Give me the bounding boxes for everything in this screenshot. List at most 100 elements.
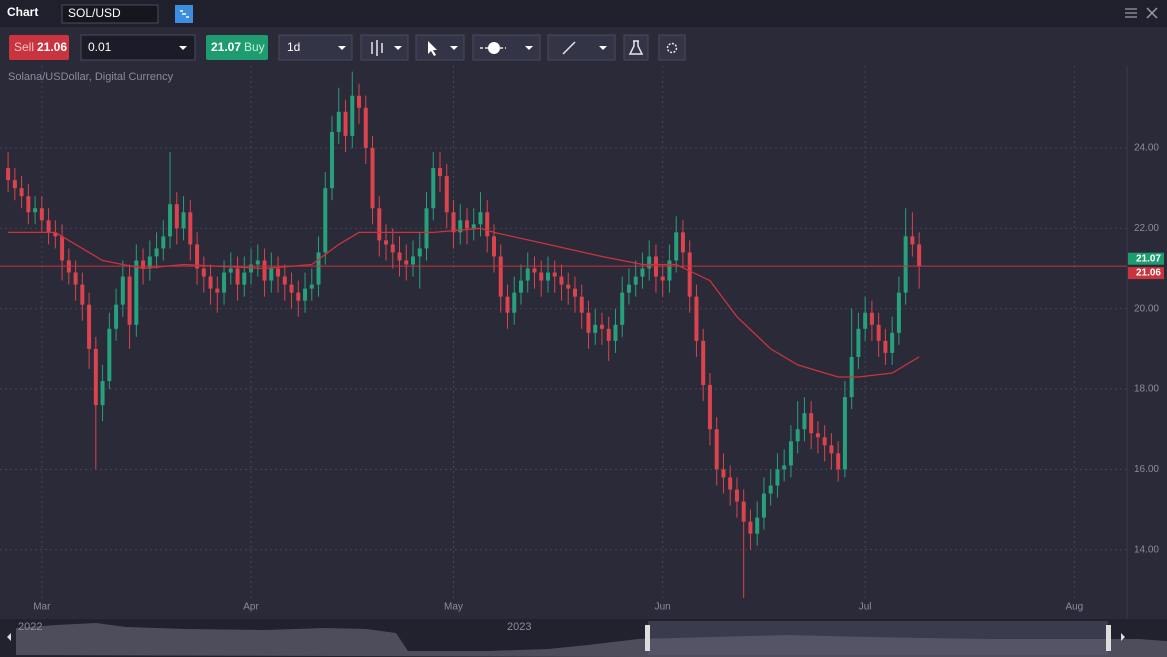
candle-body [249, 264, 254, 273]
buy-price: 21.07 [211, 40, 241, 54]
scroll-left[interactable] [7, 633, 11, 641]
dropdown-arrow [338, 46, 346, 50]
candle-body [518, 280, 523, 293]
candle-body [363, 107, 368, 148]
dropdown-arrow [450, 46, 458, 50]
candle-body [127, 276, 132, 325]
chart-type-button[interactable] [360, 34, 409, 61]
candle-body [566, 284, 571, 289]
candle-body [876, 324, 881, 341]
candle-body [572, 288, 577, 297]
candle-body [390, 244, 395, 253]
timeframe: 1d [287, 40, 300, 54]
buy-button[interactable] [206, 35, 268, 60]
moving-average [8, 227, 920, 378]
candle-body [282, 276, 287, 285]
candle-body [255, 260, 260, 265]
candle-icon [371, 40, 383, 56]
y-tick-label: 20.00 [1134, 303, 1159, 314]
candle-body [458, 220, 463, 233]
candle-body [417, 248, 422, 257]
candle-body [87, 304, 92, 349]
candle-body [19, 188, 24, 197]
price-tag-label: 21.06 [1136, 268, 1161, 279]
candle-body [208, 276, 213, 289]
candle-body [539, 272, 544, 281]
candle-body [680, 232, 685, 253]
candle-body [242, 272, 247, 285]
candle-body [869, 312, 874, 325]
candle-body [370, 147, 375, 209]
candle-body [26, 196, 31, 213]
close-button[interactable] [1146, 7, 1158, 19]
candle-body [815, 433, 820, 438]
candle-body [633, 276, 638, 285]
candle-body [141, 260, 146, 269]
candle-body [606, 328, 611, 341]
candle-body [707, 385, 712, 430]
candle-body [53, 232, 58, 237]
scroll-right[interactable] [1121, 633, 1125, 641]
candle-body [667, 260, 672, 281]
candle-body [228, 268, 233, 273]
menu-button[interactable] [1125, 8, 1137, 18]
candle-body [107, 328, 112, 382]
candle-body [431, 168, 436, 209]
candle-body [336, 111, 341, 132]
candle-body [545, 272, 550, 281]
indicators-button[interactable] [623, 34, 649, 61]
candle-body [134, 260, 139, 325]
sell-button[interactable] [9, 35, 69, 60]
cursor-icon [428, 41, 437, 56]
candle-body [114, 304, 119, 329]
candle-body [896, 292, 901, 333]
quantity: 0.01 [88, 40, 112, 54]
settings-button[interactable] [658, 34, 686, 61]
cursor-button[interactable] [415, 34, 465, 61]
flask-icon [628, 40, 644, 55]
candle-body [451, 212, 456, 233]
candle-body [674, 232, 679, 261]
window-title: Chart [7, 5, 38, 19]
candle-body [903, 236, 908, 293]
candle-body [215, 288, 220, 293]
candle-body [80, 284, 85, 305]
candle-body [525, 268, 530, 281]
dropdown-arrow [599, 46, 607, 50]
candle-body [917, 244, 922, 267]
x-tick-label: Aug [1065, 602, 1083, 613]
candle-body [701, 340, 706, 386]
candle-body [755, 517, 760, 534]
x-tick-label: Jun [655, 602, 671, 613]
candle-body [73, 272, 78, 285]
candle-body [195, 244, 200, 269]
candle-body [154, 248, 159, 257]
candle-body [721, 469, 726, 478]
candle-body [222, 272, 227, 293]
navigator-handle[interactable] [1106, 625, 1111, 651]
candle-body [471, 224, 476, 229]
candle-body [768, 485, 773, 494]
candle-body [775, 469, 780, 486]
price-tag-label: 21.07 [1136, 253, 1161, 264]
candle-body [714, 429, 719, 470]
candle-body [12, 180, 17, 189]
candle-body [640, 268, 645, 277]
candle-body [593, 324, 598, 333]
y-tick-label: 18.00 [1134, 384, 1159, 395]
navigator-handle[interactable] [645, 625, 650, 651]
candle-body [579, 296, 584, 313]
quantity-dropdown[interactable] [80, 34, 196, 61]
link-icon [180, 10, 189, 18]
candle-body [782, 465, 787, 470]
candle-body [512, 292, 517, 313]
candle-body [505, 296, 510, 313]
x-tick-label: May [444, 602, 463, 613]
candle-body [620, 292, 625, 325]
candle-body [424, 208, 429, 249]
plot: 14.00 16.00 18.00 20.00 22.00 24.00 Mar Apr May J… [0, 66, 1164, 613]
candle-body [464, 220, 469, 229]
candle-body [586, 312, 591, 333]
symbol-input[interactable] [61, 4, 159, 24]
